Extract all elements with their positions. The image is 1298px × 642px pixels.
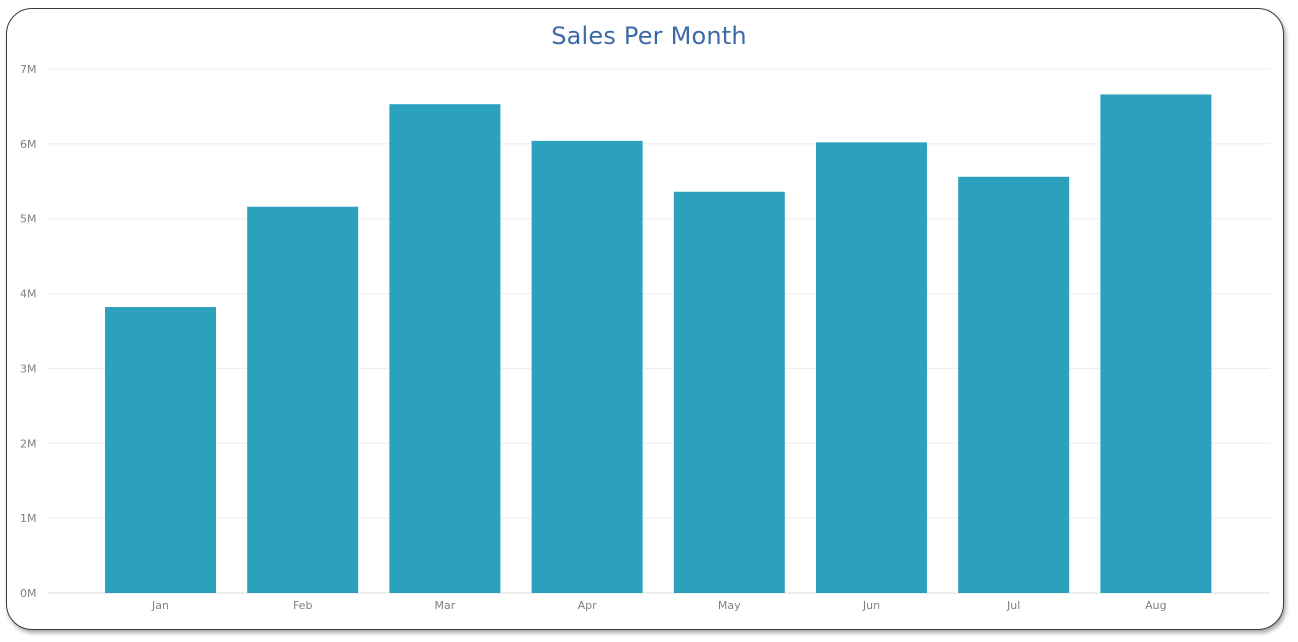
bar-apr[interactable] — [531, 140, 643, 593]
x-tick-label: Aug — [1145, 599, 1166, 612]
x-tick-label: Jul — [1006, 599, 1020, 612]
chart-card — [6, 8, 1284, 630]
y-tick-label: 6M — [20, 138, 37, 151]
bar-jul[interactable] — [958, 176, 1070, 593]
bar-jun[interactable] — [816, 142, 927, 594]
x-tick-label: Feb — [293, 599, 312, 612]
bar-aug[interactable] — [1100, 94, 1212, 594]
y-tick-label: 5M — [20, 213, 37, 226]
x-tick-label: Mar — [435, 599, 456, 612]
y-tick-label: 4M — [20, 288, 37, 301]
y-tick-label: 1M — [20, 512, 37, 525]
x-tick-label: Jun — [862, 599, 880, 612]
y-tick-label: 2M — [20, 437, 37, 450]
chart-title: Sales Per Month — [551, 22, 747, 50]
bar-mar[interactable] — [389, 104, 501, 593]
bar-may[interactable] — [673, 191, 785, 593]
y-tick-label: 3M — [20, 362, 37, 375]
bar-feb[interactable] — [247, 206, 359, 594]
bar-jan[interactable] — [105, 307, 216, 593]
x-tick-label: Apr — [578, 599, 598, 612]
x-tick-label: Jan — [151, 599, 169, 612]
y-tick-label: 0M — [20, 587, 37, 600]
y-tick-label: 7M — [20, 63, 37, 76]
x-tick-label: May — [718, 599, 741, 612]
